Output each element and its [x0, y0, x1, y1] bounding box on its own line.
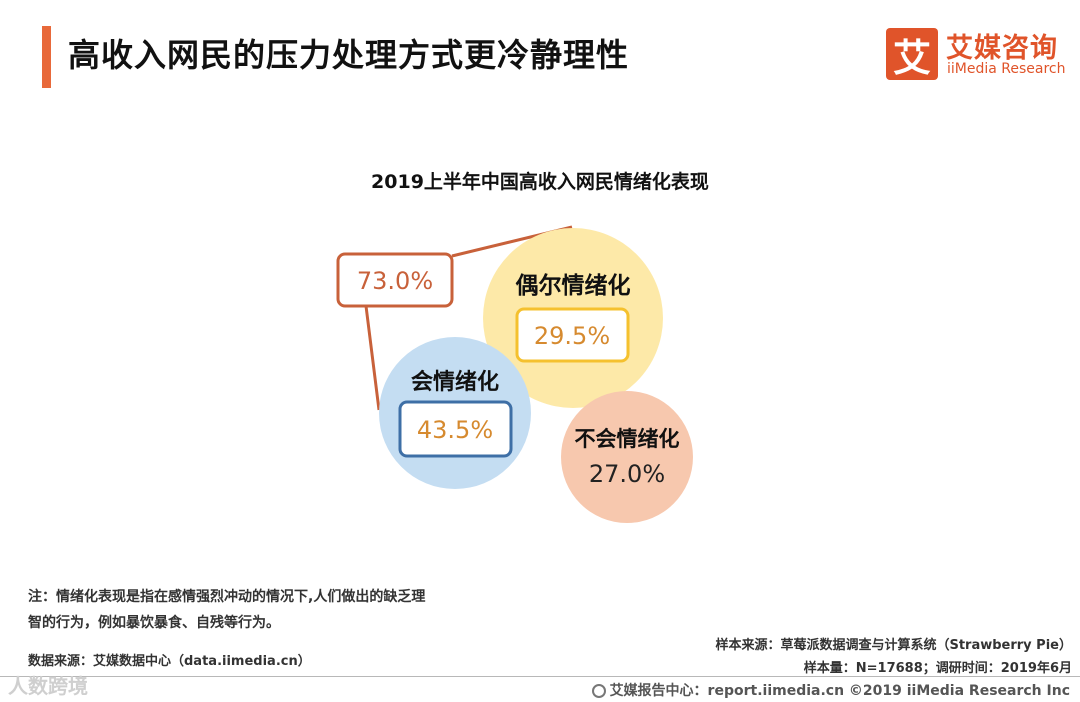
- footer: 艾媒报告中心：report.iimedia.cn ©2019 iiMedia R…: [591, 680, 1070, 700]
- sample-size: 样本量：N=17688；调研时间：2019年6月: [803, 661, 1072, 676]
- bubble-emotional-label: 会情绪化: [411, 369, 499, 395]
- sample-source: 样本来源：草莓派数据调查与计算系统（Strawberry Pie）: [715, 638, 1072, 653]
- watermark: 人数跨境: [8, 674, 88, 698]
- logo-name-cn: 艾媒咨询: [946, 33, 1058, 64]
- title-accent-bar: [42, 26, 51, 88]
- footer-divider: [0, 676, 1080, 677]
- bubble-non-emotional: [561, 391, 693, 523]
- connector-line-bottom: [364, 305, 381, 411]
- bubble-non-emotional-value: 27.0%: [589, 460, 665, 488]
- bubble-emotional-value-box: [398, 400, 513, 458]
- bubble-occasional-value-box: [515, 307, 630, 363]
- total-value-box: [336, 252, 454, 308]
- note-line-2: 智的行为，例如暴饮暴食、自残等行为。: [28, 615, 280, 631]
- bubble-non-emotional-label: 不会情绪化: [575, 427, 680, 451]
- data-source: 数据来源：艾媒数据中心（data.iimedia.cn）: [28, 654, 311, 669]
- globe-icon: [591, 684, 606, 698]
- chart-title: 2019上半年中国高收入网民情绪化表现: [371, 171, 709, 193]
- bubble-emotional-value: 43.5%: [417, 416, 493, 444]
- footer-text: 艾媒报告中心：report.iimedia.cn ©2019 iiMedia R…: [609, 683, 1070, 699]
- bubble-occasional-value: 29.5%: [534, 322, 610, 350]
- page-title: 高收入网民的压力处理方式更冷静理性: [68, 36, 630, 74]
- logo-name-en: iiMedia Research: [947, 61, 1066, 77]
- total-value-label: 73.0%: [357, 267, 433, 295]
- bubble-occasional-label: 偶尔情绪化: [516, 272, 631, 299]
- iimedia-logo: 艾 艾媒咨询 iiMedia Research: [886, 26, 1066, 84]
- logo-mark-icon: 艾: [886, 28, 938, 80]
- note-line-1: 注：情绪化表现是指在感情强烈冲动的情况下,人们做出的缺乏理: [28, 589, 426, 605]
